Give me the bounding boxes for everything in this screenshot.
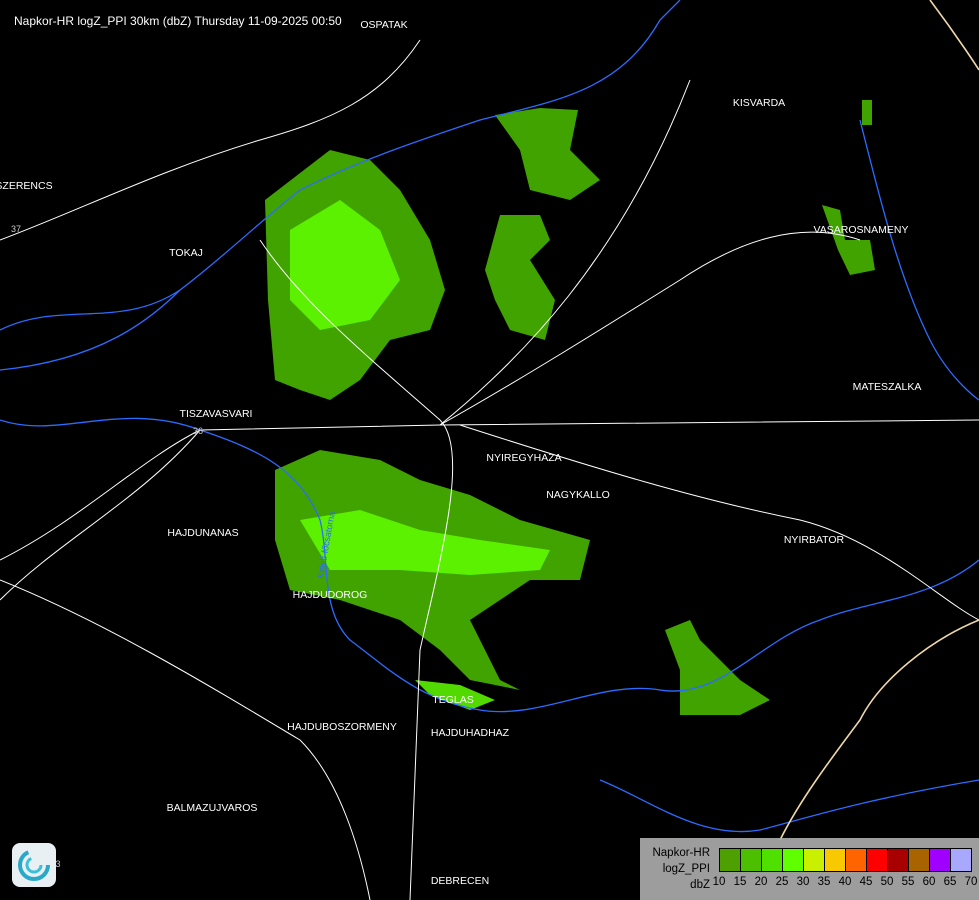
legend-swatch	[804, 849, 825, 871]
legend-swatch	[888, 849, 909, 871]
legend-tick: 35	[817, 876, 831, 888]
color-legend: Napkor-HR logZ_PPI dbZ 10 15 20 25 30 35 40 45 5…	[640, 838, 979, 900]
legend-tick: 20	[754, 876, 768, 888]
legend-swatch	[846, 849, 867, 871]
road-number: 36	[192, 426, 204, 436]
legend-tick: 10	[712, 876, 726, 888]
town-label: MATESZALKA	[852, 381, 922, 393]
legend-tick: 25	[775, 876, 789, 888]
legend-swatch	[762, 849, 783, 871]
town-label: TISZAVASVARI	[179, 408, 253, 420]
town-label: HAJDUBOSZORMENY	[287, 721, 397, 733]
legend-swatch	[951, 849, 971, 871]
town-label: KISVARDA	[732, 97, 786, 109]
town-label: TOKAJ	[169, 247, 203, 259]
roads	[0, 39, 979, 900]
town-label: HAJDUHADHAZ	[430, 727, 510, 739]
town-label: OSPATAK	[360, 19, 408, 31]
town-label: NYIRBATOR	[783, 534, 845, 546]
legend-tick: 50	[880, 876, 894, 888]
radar-echo	[485, 215, 555, 340]
legend-tick: 65	[943, 876, 957, 888]
legend-swatch	[909, 849, 930, 871]
legend-swatch	[741, 849, 762, 871]
town-label: HAJDUNANAS	[167, 527, 239, 539]
radar-echo	[862, 100, 872, 125]
legend-tick: 40	[838, 876, 852, 888]
legend-color-bar	[719, 848, 972, 872]
town-label: NAGYKALLO	[546, 489, 610, 501]
town-label: TEGLAS	[432, 694, 474, 706]
legend-swatch	[783, 849, 804, 871]
town-label: SZERENCS	[0, 180, 53, 192]
road-number: 3	[55, 859, 61, 869]
town-label: HAJDUDOROG	[292, 589, 368, 601]
town-label: NYIREGYHAZA	[486, 452, 562, 464]
radar-echo	[415, 680, 495, 710]
legend-line-2: logZ_PPI	[662, 863, 710, 875]
legend-tick: 15	[733, 876, 747, 888]
road-number: 37	[10, 224, 22, 234]
swirl-logo-icon	[18, 849, 50, 881]
legend-swatch	[930, 849, 951, 871]
radar-echo	[495, 108, 600, 200]
legend-swatch	[720, 849, 741, 871]
legend-tick: 70	[964, 876, 978, 888]
legend-line-3: dbZ	[690, 879, 710, 891]
town-label: DEBRECEN	[430, 875, 490, 887]
town-label: VASAROSNAMENY	[813, 224, 909, 236]
logo	[12, 843, 56, 887]
legend-line-1: Napkor-HR	[652, 847, 710, 859]
radar-echoes	[265, 100, 875, 715]
legend-tick: 45	[859, 876, 873, 888]
legend-tick: 30	[796, 876, 810, 888]
map-title: Napkor-HR logZ_PPI 30km (dbZ) Thursday 1…	[14, 14, 342, 28]
border	[779, 0, 979, 841]
legend-tick: 60	[922, 876, 936, 888]
legend-swatch	[867, 849, 888, 871]
radar-echo	[300, 510, 550, 575]
rivers	[0, 0, 979, 833]
town-label: BALMAZUJVAROS	[166, 802, 258, 814]
radar-echo	[290, 200, 400, 330]
legend-swatch	[825, 849, 846, 871]
legend-tick: 55	[901, 876, 915, 888]
radar-echo	[665, 620, 770, 715]
radar-echo	[822, 205, 875, 275]
